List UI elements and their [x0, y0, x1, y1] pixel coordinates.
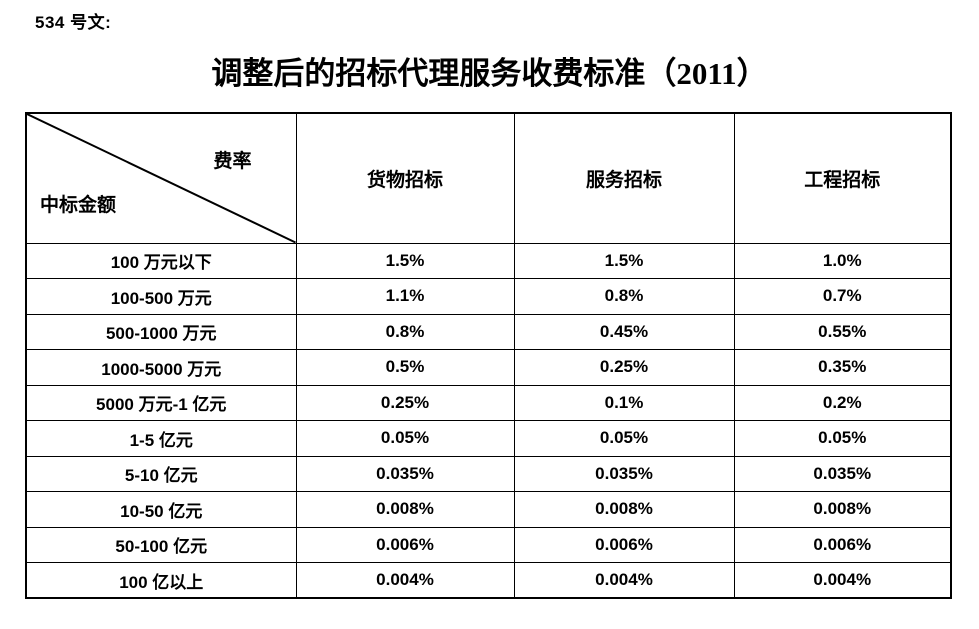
diagonal-header-cell: 费率 中标金额 — [25, 112, 297, 244]
table-row: 500-1000 万元 0.8% 0.45% 0.55% — [25, 313, 952, 350]
engineering-rate-cell: 0.35% — [733, 349, 952, 386]
engineering-rate-cell: 1.0% — [733, 242, 952, 279]
amount-axis-label: 中标金额 — [40, 194, 117, 216]
doc-number-label: 534 号文: — [35, 13, 112, 32]
goods-rate-cell: 1.1% — [295, 278, 515, 315]
amount-cell: 1000-5000 万元 — [25, 349, 297, 386]
diagonal-line — [27, 114, 295, 242]
engineering-rate-cell: 0.05% — [733, 420, 952, 457]
engineering-rate-cell: 0.2% — [733, 384, 952, 421]
goods-rate-cell: 0.25% — [295, 384, 515, 421]
amount-cell: 5-10 亿元 — [25, 455, 297, 492]
engineering-rate-cell: 0.004% — [733, 562, 952, 599]
column-header-goods: 货物招标 — [295, 112, 515, 244]
table-header-row: 费率 中标金额 货物招标 服务招标 工程招标 — [25, 112, 952, 244]
rate-axis-label: 费率 — [213, 151, 252, 172]
amount-cell: 100-500 万元 — [25, 278, 297, 315]
goods-rate-cell: 0.8% — [295, 313, 515, 350]
goods-rate-cell: 0.5% — [295, 349, 515, 386]
service-rate-cell: 0.8% — [513, 278, 735, 315]
goods-rate-cell: 0.004% — [295, 562, 515, 599]
table-row: 50-100 亿元 0.006% 0.006% 0.006% — [25, 526, 952, 563]
service-rate-cell: 0.035% — [513, 455, 735, 492]
amount-cell: 5000 万元-1 亿元 — [25, 384, 297, 421]
service-rate-cell: 0.05% — [513, 420, 735, 457]
amount-cell: 10-50 亿元 — [25, 491, 297, 528]
service-rate-cell: 0.008% — [513, 491, 735, 528]
engineering-rate-cell: 0.006% — [733, 526, 952, 563]
engineering-rate-cell: 0.7% — [733, 278, 952, 315]
table-row: 1000-5000 万元 0.5% 0.25% 0.35% — [25, 349, 952, 386]
table-row: 1-5 亿元 0.05% 0.05% 0.05% — [25, 420, 952, 457]
table-row: 100 亿以上 0.004% 0.004% 0.004% — [25, 562, 952, 599]
amount-cell: 500-1000 万元 — [25, 313, 297, 350]
service-rate-cell: 1.5% — [513, 242, 735, 279]
table-row: 5000 万元-1 亿元 0.25% 0.1% 0.2% — [25, 384, 952, 421]
engineering-rate-cell: 0.008% — [733, 491, 952, 528]
service-rate-cell: 0.25% — [513, 349, 735, 386]
goods-rate-cell: 1.5% — [295, 242, 515, 279]
table-row: 100 万元以下 1.5% 1.5% 1.0% — [25, 242, 952, 279]
amount-cell: 50-100 亿元 — [25, 526, 297, 563]
fee-table: 费率 中标金额 货物招标 服务招标 工程招标 100 万元以下 1.5% 1.5… — [25, 112, 952, 599]
goods-rate-cell: 0.05% — [295, 420, 515, 457]
service-rate-cell: 0.45% — [513, 313, 735, 350]
goods-rate-cell: 0.008% — [295, 491, 515, 528]
service-rate-cell: 0.004% — [513, 562, 735, 599]
amount-cell: 1-5 亿元 — [25, 420, 297, 457]
amount-cell: 100 万元以下 — [25, 242, 297, 279]
service-rate-cell: 0.006% — [513, 526, 735, 563]
engineering-rate-cell: 0.55% — [733, 313, 952, 350]
goods-rate-cell: 0.006% — [295, 526, 515, 563]
column-header-service: 服务招标 — [513, 112, 735, 244]
goods-rate-cell: 0.035% — [295, 455, 515, 492]
engineering-rate-cell: 0.035% — [733, 455, 952, 492]
page-title: 调整后的招标代理服务收费标准（2011） — [211, 56, 768, 91]
table-row: 10-50 亿元 0.008% 0.008% 0.008% — [25, 491, 952, 528]
column-header-engineering: 工程招标 — [733, 112, 952, 244]
service-rate-cell: 0.1% — [513, 384, 735, 421]
table-row: 100-500 万元 1.1% 0.8% 0.7% — [25, 278, 952, 315]
table-row: 5-10 亿元 0.035% 0.035% 0.035% — [25, 455, 952, 492]
amount-cell: 100 亿以上 — [25, 562, 297, 599]
